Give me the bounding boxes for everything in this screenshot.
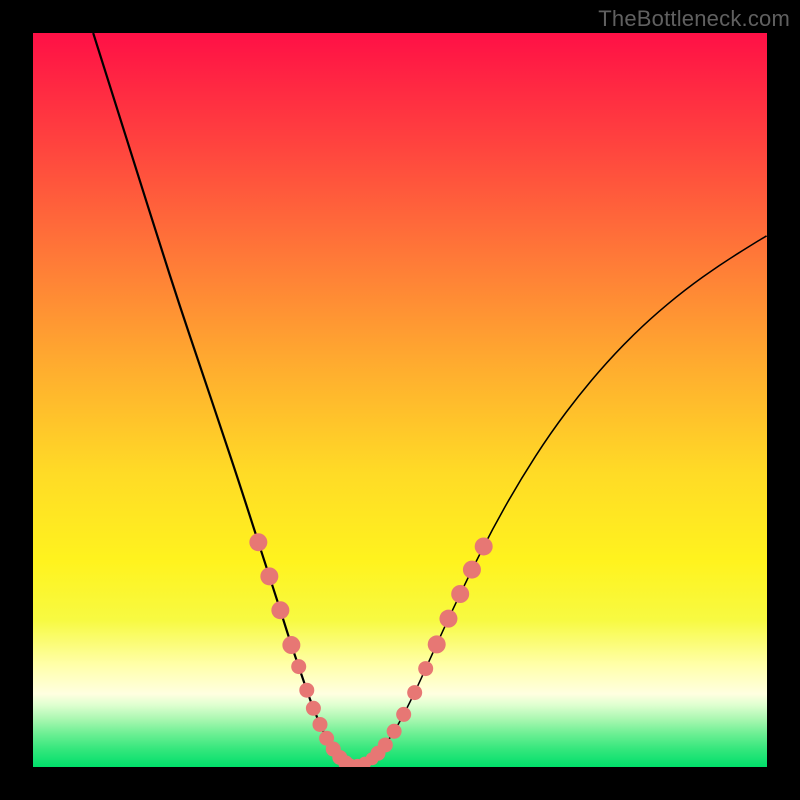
curve-marker [451, 585, 469, 603]
curve-marker [463, 561, 481, 579]
curve-marker [396, 707, 411, 722]
curve-marker [387, 724, 402, 739]
curve-marker [418, 661, 433, 676]
curve-marker [306, 701, 321, 716]
curve-marker [299, 683, 314, 698]
curve-marker [260, 567, 278, 585]
curve-marker [428, 635, 446, 653]
plot-area [33, 33, 767, 767]
curve-marker [312, 717, 327, 732]
curve-marker [407, 685, 422, 700]
outer-canvas: TheBottleneck.com [0, 0, 800, 800]
curve-marker [282, 636, 300, 654]
curve-marker [439, 610, 457, 628]
watermark-text: TheBottleneck.com [598, 6, 790, 32]
curve-marker [475, 537, 493, 555]
curve-marker [249, 533, 267, 551]
curve-marker [271, 601, 289, 619]
curve-marker [378, 737, 393, 752]
left-branch-curve [93, 33, 353, 766]
curve-layer [33, 33, 767, 767]
curve-marker [291, 659, 306, 674]
